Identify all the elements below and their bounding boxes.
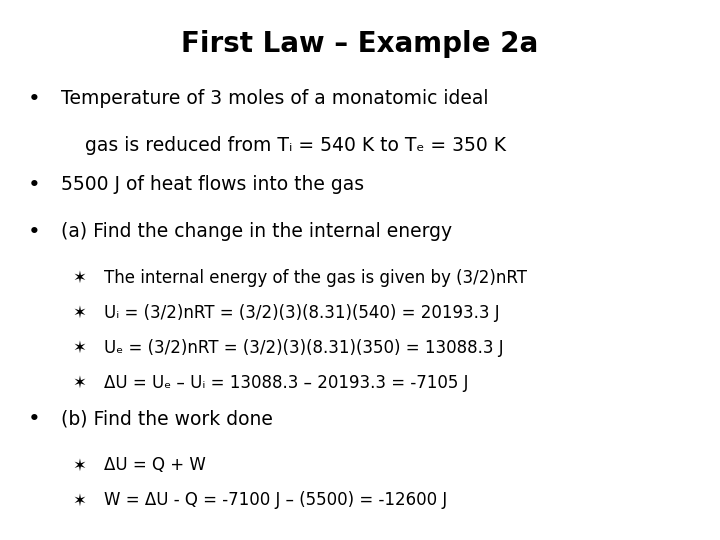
Text: gas is reduced from Tᵢ = 540 K to Tₑ = 350 K: gas is reduced from Tᵢ = 540 K to Tₑ = 3… (61, 136, 506, 155)
Text: First Law – Example 2a: First Law – Example 2a (181, 30, 539, 58)
Text: ✶: ✶ (72, 339, 86, 357)
Text: ✶: ✶ (72, 491, 86, 509)
Text: •: • (27, 409, 40, 429)
Text: ✶: ✶ (72, 374, 86, 392)
Text: Temperature of 3 moles of a monatomic ideal: Temperature of 3 moles of a monatomic id… (61, 89, 489, 108)
Text: (b) Find the work done: (b) Find the work done (61, 409, 273, 428)
Text: Uₑ = (3/2)nRT = (3/2)(3)(8.31)(350) = 13088.3 J: Uₑ = (3/2)nRT = (3/2)(3)(8.31)(350) = 13… (104, 339, 504, 357)
Text: •: • (27, 222, 40, 242)
Text: The internal energy of the gas is given by (3/2)nRT: The internal energy of the gas is given … (104, 269, 527, 287)
Text: W = ΔU - Q = -7100 J – (5500) = -12600 J: W = ΔU - Q = -7100 J – (5500) = -12600 J (104, 491, 448, 509)
Text: Uᵢ = (3/2)nRT = (3/2)(3)(8.31)(540) = 20193.3 J: Uᵢ = (3/2)nRT = (3/2)(3)(8.31)(540) = 20… (104, 304, 500, 322)
Text: (a) Find the change in the internal energy: (a) Find the change in the internal ener… (61, 222, 452, 241)
Text: ✶: ✶ (72, 304, 86, 322)
Text: ΔU = Uₑ – Uᵢ = 13088.3 – 20193.3 = -7105 J: ΔU = Uₑ – Uᵢ = 13088.3 – 20193.3 = -7105… (104, 374, 469, 392)
Text: ✶: ✶ (72, 456, 86, 474)
Text: ✶: ✶ (72, 269, 86, 287)
Text: •: • (27, 89, 40, 109)
Text: ΔU = Q + W: ΔU = Q + W (104, 456, 206, 474)
Text: •: • (27, 175, 40, 195)
Text: 5500 J of heat flows into the gas: 5500 J of heat flows into the gas (61, 175, 364, 194)
